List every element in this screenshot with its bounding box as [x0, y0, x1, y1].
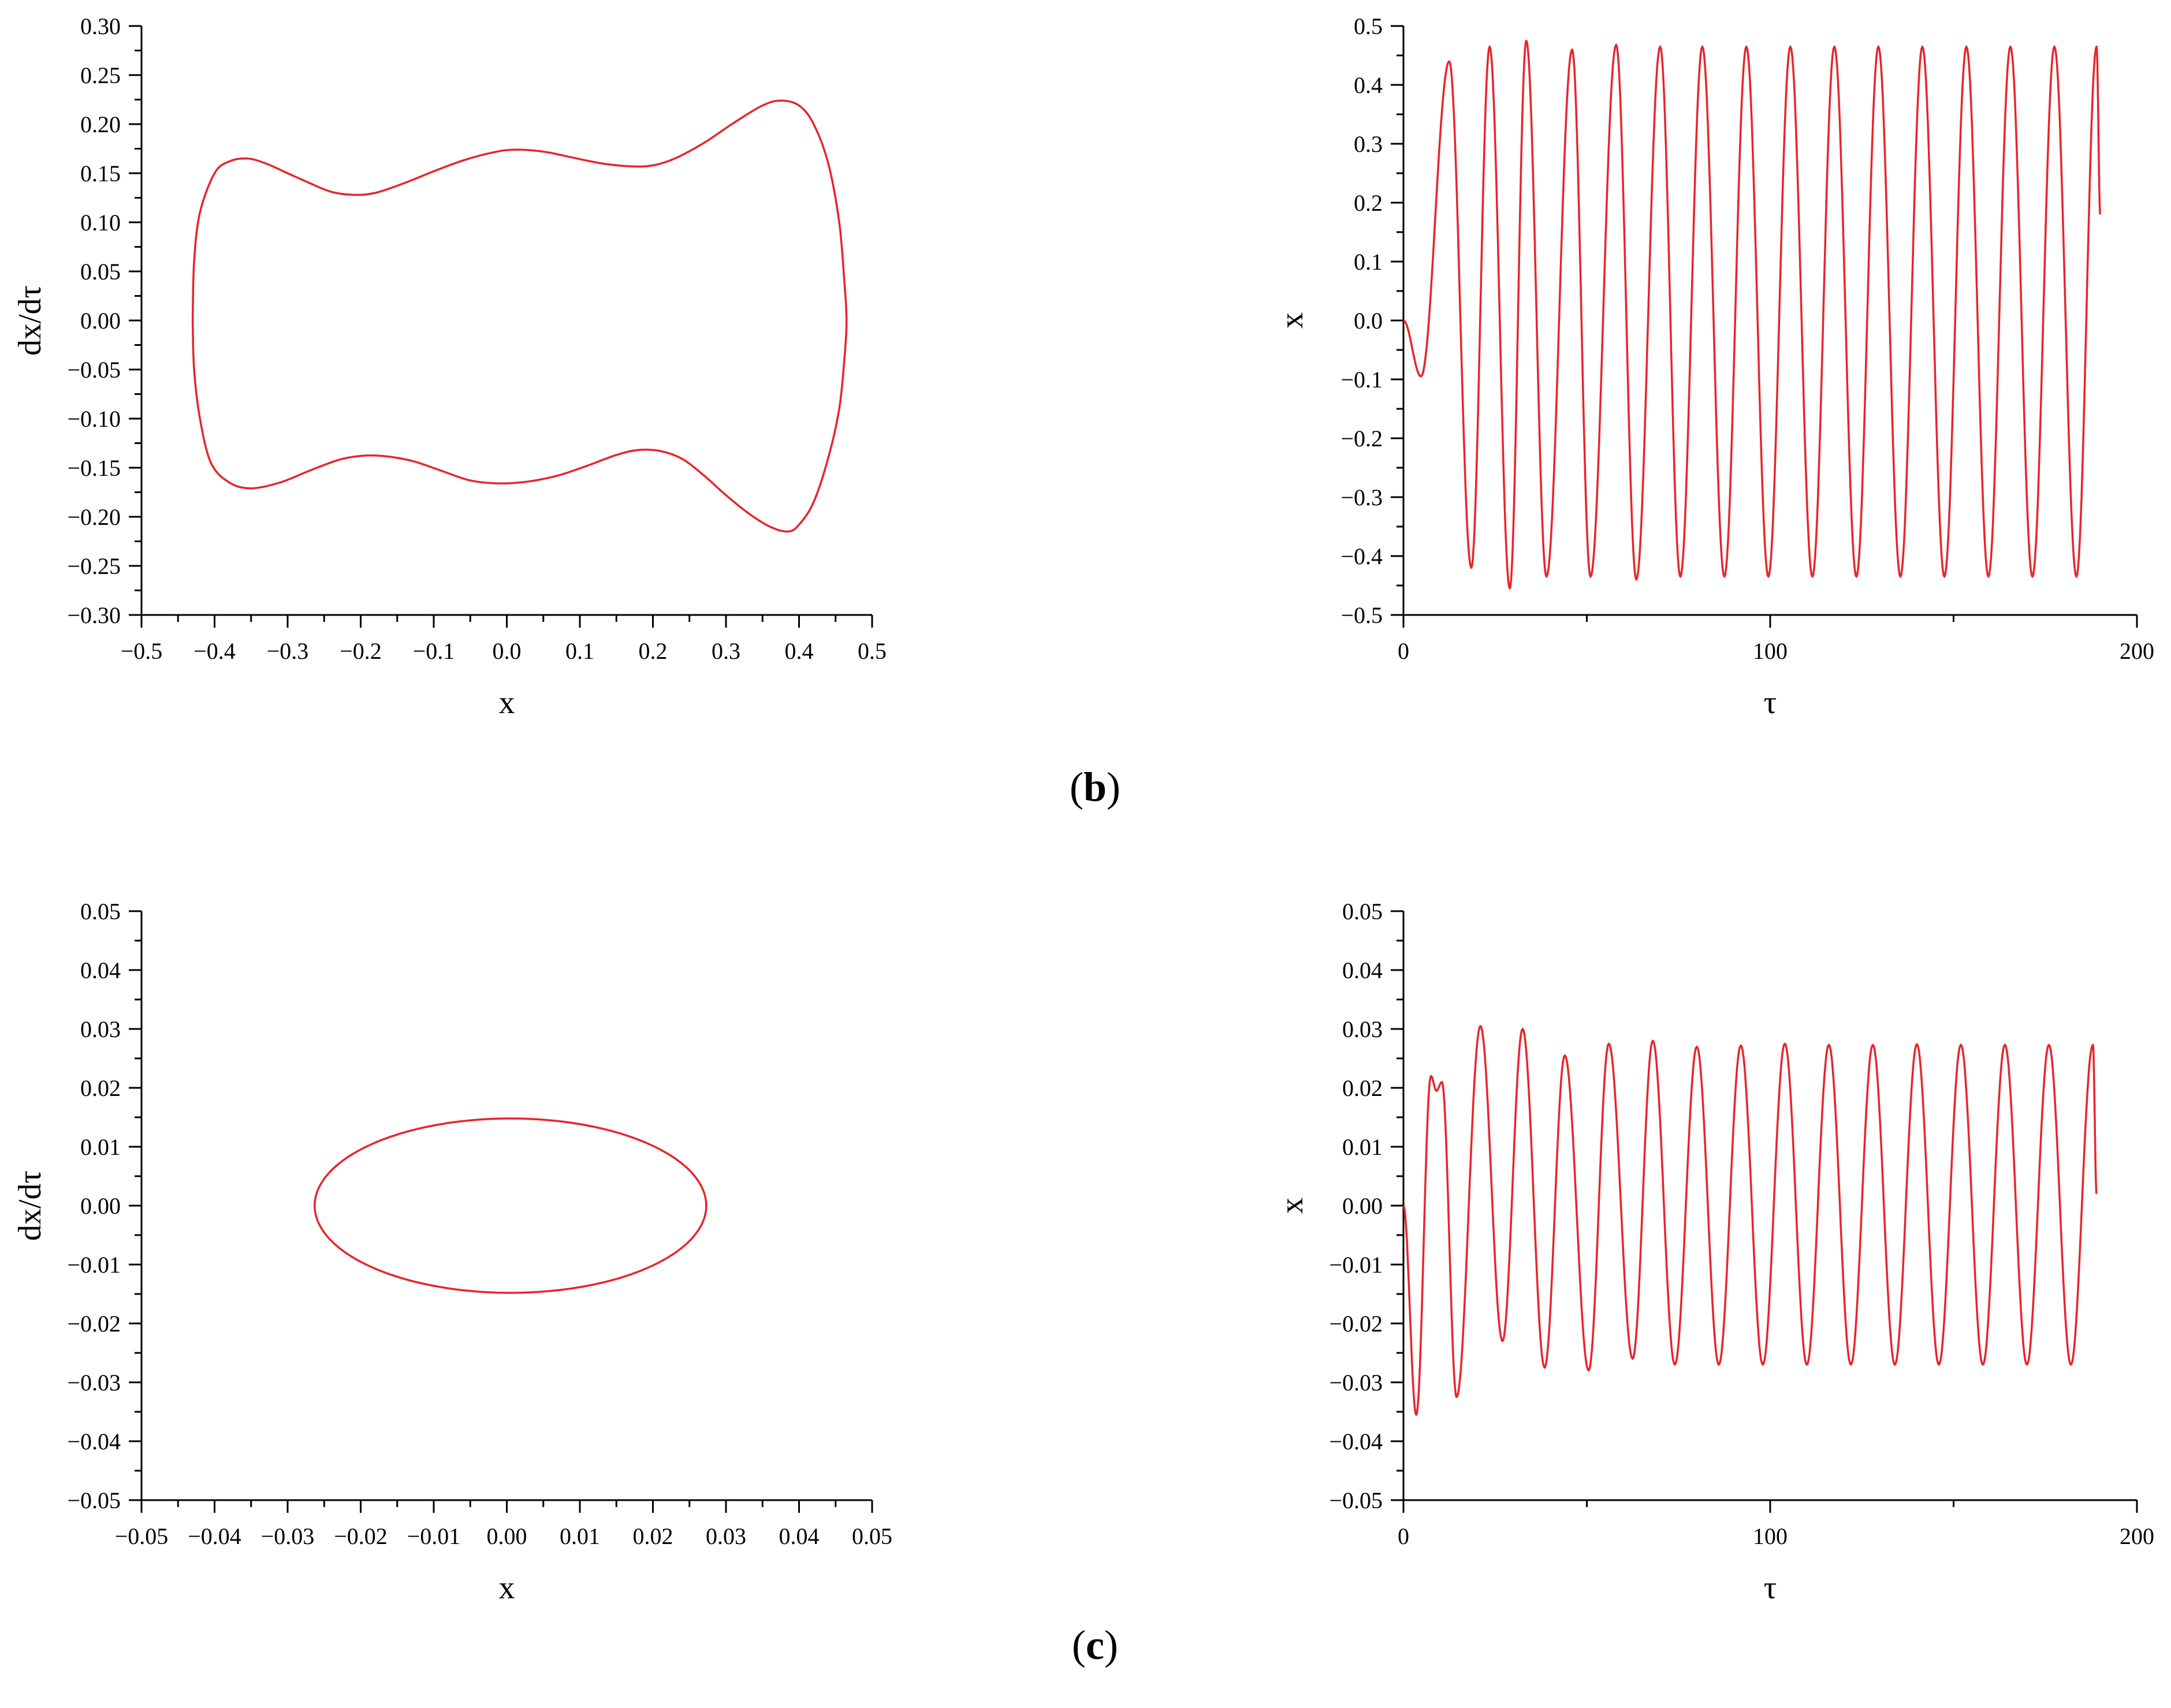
- x-tick-label: 0.05: [852, 1523, 892, 1549]
- x-axis-title: τ: [1764, 685, 1777, 721]
- y-tick-label: 0.01: [1342, 1134, 1383, 1160]
- x-axis-title: τ: [1764, 1570, 1777, 1606]
- series-line: [314, 1117, 707, 1294]
- y-tick-label: 0.15: [80, 161, 121, 187]
- y-tick-label: 0.3: [1354, 131, 1383, 157]
- x-tick-label: 0.5: [858, 638, 887, 664]
- x-tick-label: 100: [1753, 638, 1788, 664]
- x-tick-label: 0.00: [487, 1523, 527, 1549]
- x-tick-label: 0.01: [560, 1523, 600, 1549]
- series-line: [1402, 1025, 2098, 1416]
- x-tick-label: 0.02: [633, 1523, 673, 1549]
- x-tick-label: −0.04: [188, 1523, 241, 1549]
- y-axis-title: x: [1274, 312, 1310, 329]
- y-tick-label: 0.00: [80, 308, 121, 334]
- y-tick-label: 0.2: [1354, 190, 1383, 216]
- x-tick-label: −0.4: [193, 638, 236, 664]
- panel-label-c: (c): [1072, 1622, 1118, 1668]
- x-tick-label: 0: [1398, 638, 1409, 664]
- x-tick-label: 0.0: [493, 638, 522, 664]
- y-tick-label: −0.05: [67, 1487, 121, 1513]
- y-tick-label: −0.04: [1329, 1429, 1383, 1455]
- x-tick-label: 200: [2120, 1523, 2154, 1549]
- chart-2: −0.5 −0.4 −0.3 −0.2 −0.1 0.0 0.1 0.2 0.3 0.4 0.5 0 1…: [1274, 13, 2154, 721]
- y-tick-label: −0.30: [67, 602, 121, 628]
- y-tick-label: 0.02: [1342, 1075, 1383, 1101]
- y-tick-label: −0.20: [67, 504, 121, 530]
- y-tick-label: 0.00: [1342, 1193, 1383, 1219]
- y-tick-label: −0.15: [67, 455, 121, 481]
- y-tick-label: −0.01: [67, 1252, 121, 1278]
- x-tick-label: −0.02: [334, 1523, 388, 1549]
- x-tick-label: 200: [2120, 638, 2154, 664]
- y-tick-label: 0.4: [1354, 72, 1383, 98]
- x-tick-label: −0.5: [121, 638, 163, 664]
- y-tick-label: 0.30: [80, 13, 121, 39]
- y-tick-label: 0.02: [80, 1075, 121, 1101]
- y-tick-label: 0.25: [80, 62, 121, 88]
- x-tick-label: −0.1: [413, 638, 455, 664]
- y-tick-label: −0.03: [67, 1370, 121, 1396]
- x-tick-label: −0.2: [340, 638, 382, 664]
- y-tick-label: −0.05: [1329, 1487, 1383, 1513]
- y-tick-label: −0.5: [1340, 602, 1383, 628]
- y-tick-label: 0.03: [80, 1016, 121, 1042]
- y-axis-title: dx/dτ: [12, 285, 48, 356]
- y-tick-label: 0.1: [1354, 249, 1383, 275]
- y-tick-label: −0.05: [67, 357, 121, 383]
- y-tick-label: −0.03: [1329, 1370, 1383, 1396]
- y-tick-label: −0.02: [67, 1311, 121, 1337]
- series-line: [191, 99, 848, 533]
- y-tick-label: 0.5: [1354, 13, 1383, 39]
- chart-1: −0.30 −0.25 −0.20 −0.15 −0.10 −0.05 0.00 0.05 0.…: [12, 13, 887, 721]
- x-tick-label: 0.04: [779, 1523, 820, 1549]
- x-tick-label: −0.3: [267, 638, 309, 664]
- x-axis-title: x: [499, 685, 515, 721]
- y-tick-label: 0.04: [80, 957, 121, 983]
- y-tick-label: −0.4: [1340, 543, 1383, 569]
- series-line: [1403, 39, 2102, 590]
- y-tick-label: −0.02: [1329, 1311, 1383, 1337]
- y-tick-label: −0.3: [1340, 484, 1383, 510]
- y-tick-label: −0.01: [1329, 1252, 1383, 1278]
- y-tick-label: 0.0: [1354, 308, 1383, 334]
- x-tick-label: −0.03: [261, 1523, 315, 1549]
- y-tick-label: 0.00: [80, 1193, 121, 1219]
- y-tick-label: 0.01: [80, 1134, 121, 1160]
- panel-label-b: (b): [1069, 764, 1120, 810]
- y-tick-label: −0.10: [67, 406, 121, 432]
- y-tick-label: 0.20: [80, 111, 121, 137]
- y-tick-label: 0.10: [80, 210, 121, 236]
- y-tick-label: 0.05: [1342, 898, 1383, 924]
- x-tick-label: 0.03: [706, 1523, 746, 1549]
- y-tick-label: 0.05: [80, 259, 121, 285]
- x-tick-label: −0.05: [115, 1523, 169, 1549]
- x-axis-title: x: [499, 1570, 515, 1606]
- x-tick-label: 100: [1753, 1523, 1788, 1549]
- y-axis-title: dx/dτ: [12, 1170, 48, 1241]
- y-tick-label: −0.1: [1340, 367, 1383, 393]
- y-axis-title: x: [1274, 1198, 1310, 1214]
- x-tick-label: −0.01: [407, 1523, 461, 1549]
- x-tick-label: 0: [1398, 1523, 1409, 1549]
- x-tick-label: 0.2: [639, 638, 668, 664]
- x-tick-label: 0.1: [565, 638, 594, 664]
- y-tick-label: 0.04: [1342, 957, 1383, 983]
- x-tick-label: 0.3: [712, 638, 740, 664]
- y-tick-label: 0.05: [80, 898, 121, 924]
- y-tick-label: −0.25: [67, 553, 121, 579]
- y-tick-label: −0.04: [67, 1429, 121, 1455]
- chart-4: −0.05 −0.04 −0.03 −0.02 −0.01 0.00 0.01 0.02 0.0…: [1274, 898, 2154, 1606]
- x-tick-label: 0.4: [785, 638, 814, 664]
- y-tick-label: 0.03: [1342, 1016, 1383, 1042]
- chart-3: −0.05 −0.04 −0.03 −0.02 −0.01 0.00 0.01 0.02 0.0…: [12, 898, 892, 1606]
- y-tick-label: −0.2: [1340, 426, 1383, 452]
